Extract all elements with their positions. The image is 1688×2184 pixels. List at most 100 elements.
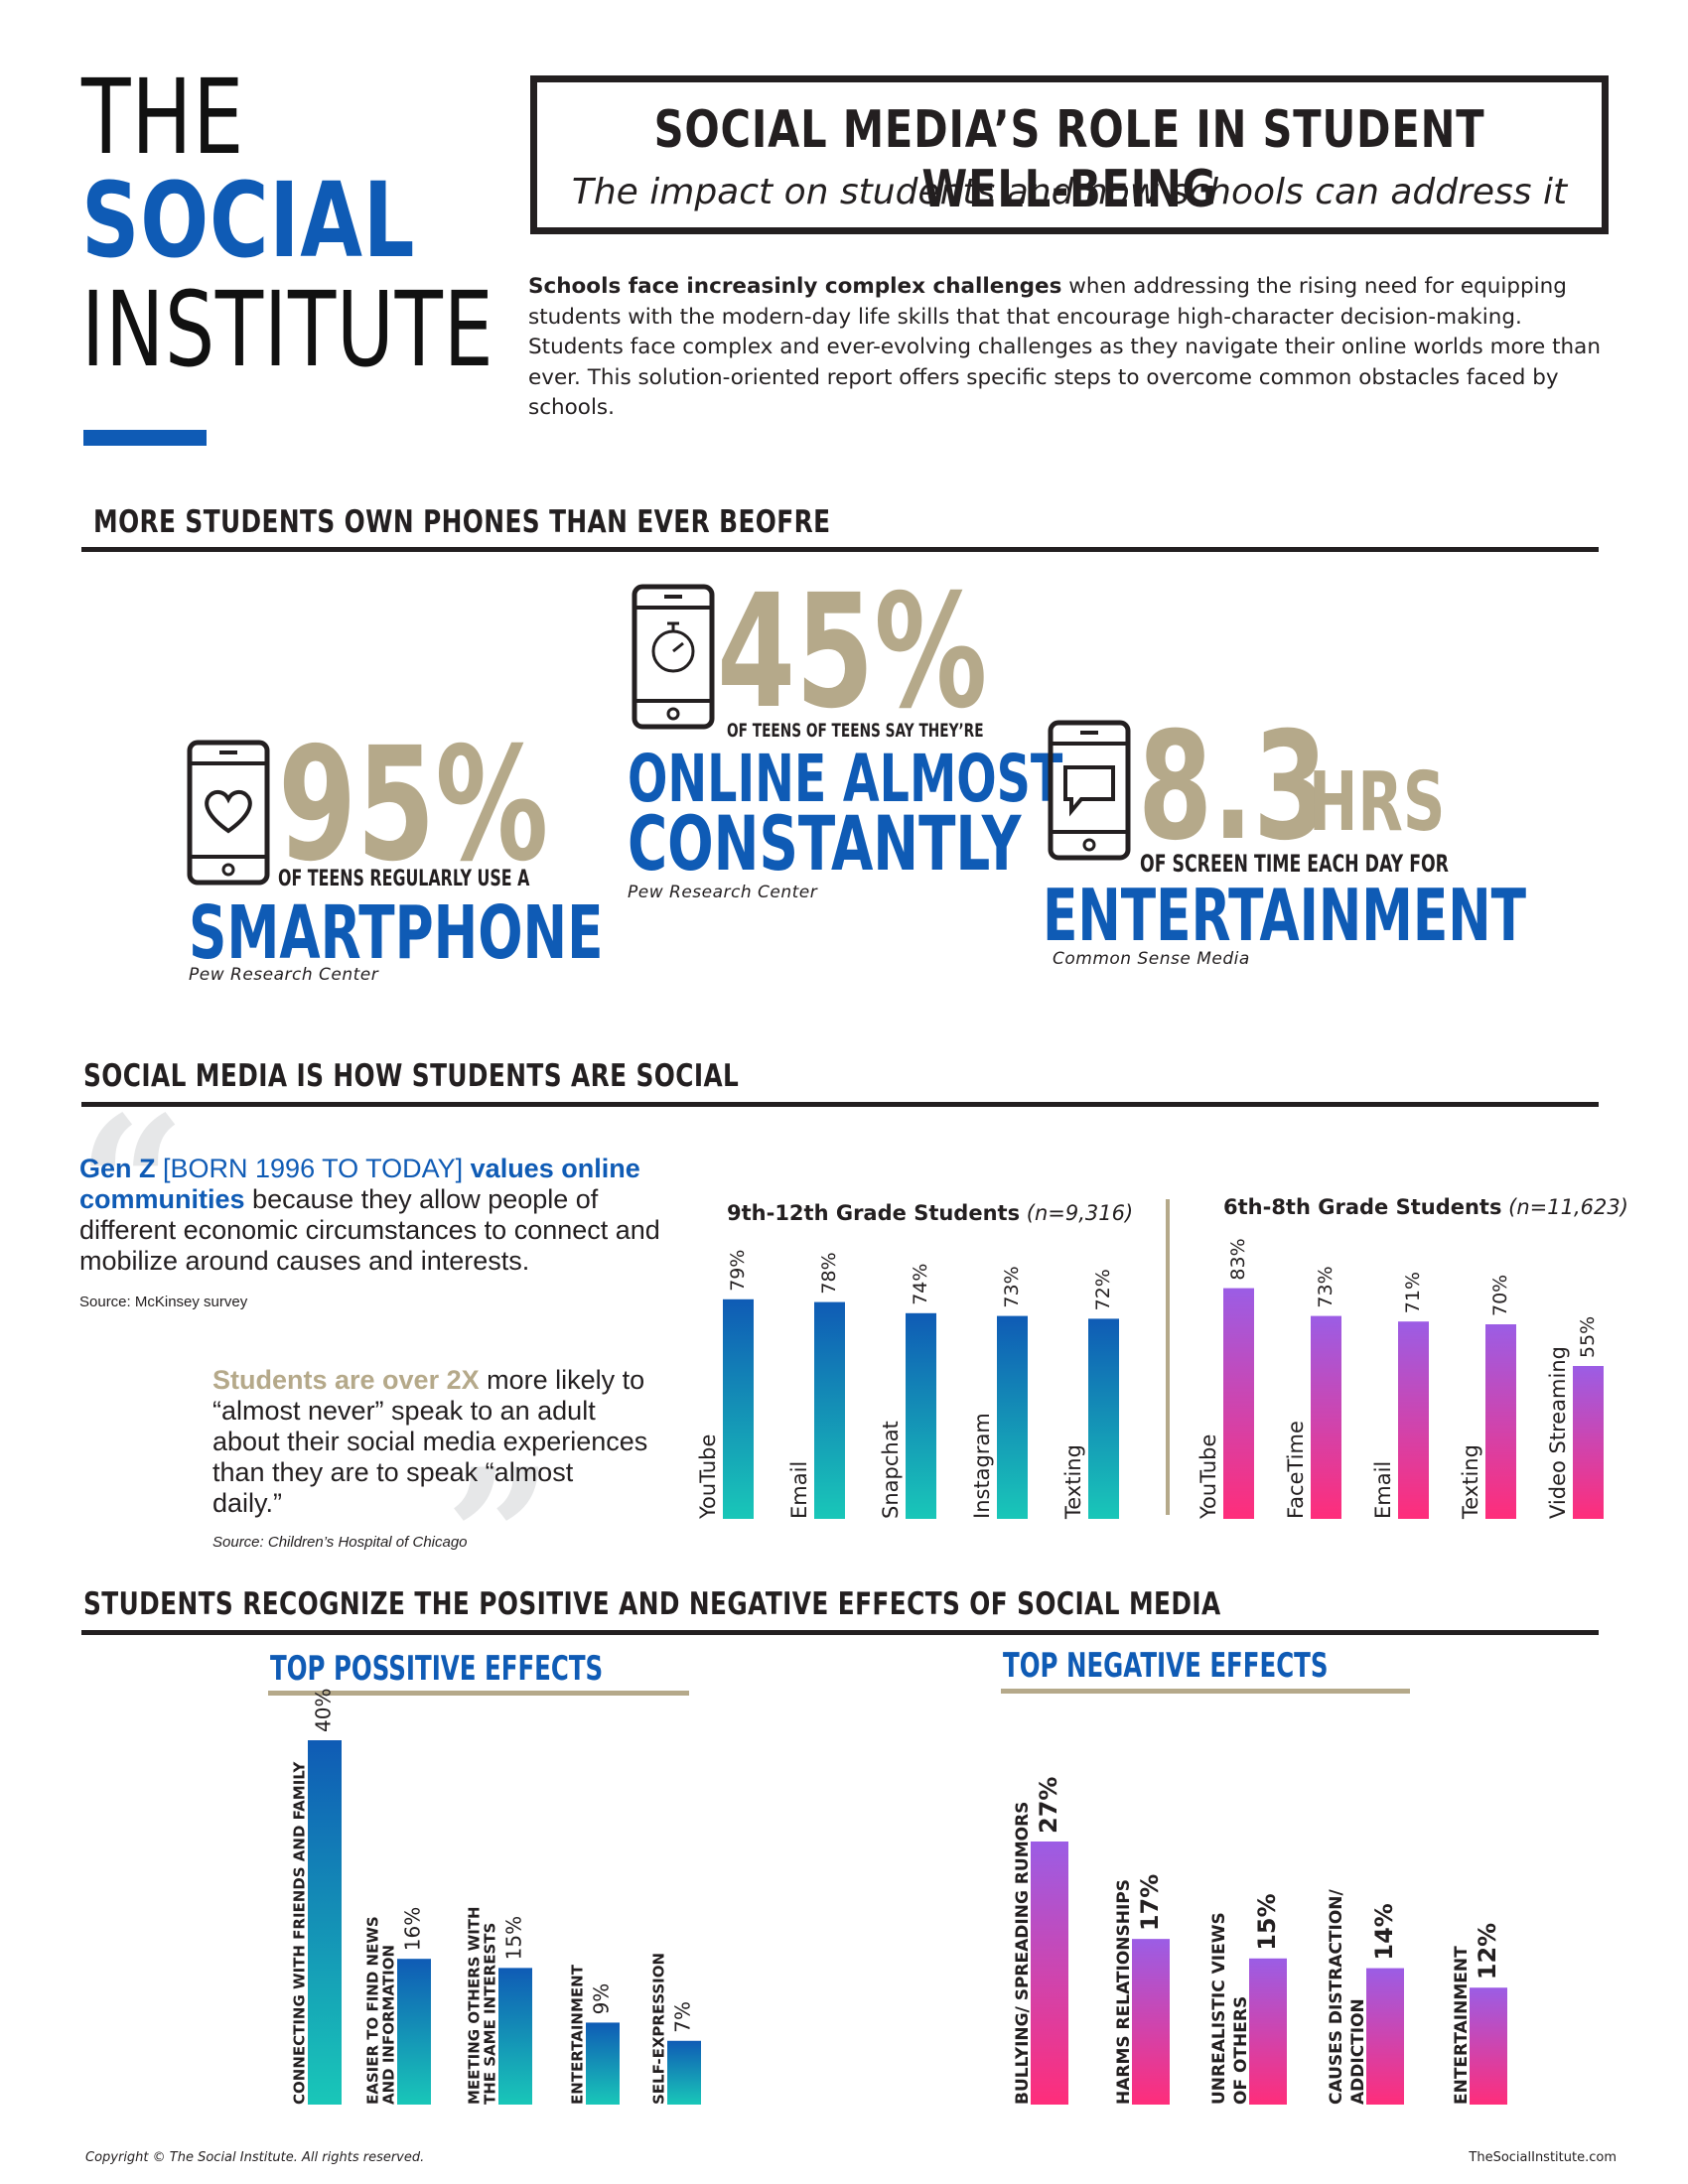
bar-texting [1088,1318,1119,1519]
positive-effects-title: TOP POSSITIVE EFFECTS [270,1649,604,1689]
quote1-bold1: Gen Z [79,1154,156,1183]
logo-institute: INSTITUTE [81,269,494,390]
effect-value-label: 40% [312,1689,336,1732]
negative-title-rule [1001,1689,1410,1694]
category-label: Texting [1459,1444,1482,1520]
phone-heart-icon [187,740,270,886]
effect-bar [1249,1958,1287,2105]
effect-value-label: 14% [1370,1903,1398,1960]
section1-title: MORE STUDENTS OWN PHONES THAN EVER BEOFR… [93,504,831,540]
chart1-title: 9th-12th Grade Students (n=9,316) [727,1201,1134,1225]
effect-value-label: 16% [401,1907,425,1951]
stat2-caption: OF TEENS OF TEENS SAY THEY’RE [727,720,984,742]
quote2-source: Source: Children’s Hospital of Chicago [212,1534,468,1551]
value-label: 78% [818,1252,840,1294]
logo-underline [83,430,207,446]
bar-youtube [723,1298,754,1519]
value-label: 74% [910,1264,931,1305]
value-label: 72% [1092,1269,1114,1310]
section3-title: STUDENTS RECOGNIZE THE POSITIVE AND NEGA… [83,1586,1221,1622]
value-label: 83% [1227,1238,1249,1280]
effect-bar [498,1968,532,2105]
effect-bar [1132,1939,1170,2105]
bar-texting [1485,1324,1516,1519]
category-label: YouTube [696,1434,720,1520]
section2-rule [81,1102,1599,1107]
stat1-highlight: SMARTPHONE [189,890,604,976]
effect-bar [586,2022,620,2105]
quote1-text: because they allow people of different e… [79,1184,660,1276]
effect-category-label: SELF-EXPRESSION [650,1953,668,2105]
chart-negative-effects: 27%BULLYING/ SPREADING RUMORS 17%HARMS RE… [1013,1777,1507,2105]
stat1-caption: OF TEENS REGULARLY USE A [278,867,530,891]
effect-category-label: ENTERTAINMENT [1452,1946,1472,2105]
page-title: SOCIAL MEDIA’S ROLE IN STUDENT WELL-BEIN… [653,100,1485,219]
quote2-text: more likely to “almost never” speak to a… [212,1365,648,1518]
stat1-value: 95% [278,714,549,896]
category-label: FaceTime [1284,1421,1308,1519]
quote1-source: Source: McKinsey survey [79,1294,248,1310]
effect-category-label: HARMS RELATIONSHIPS [1114,1879,1134,2105]
effect-category-label: EASIER TO FIND NEWS [364,1916,382,2105]
section1-rule [81,547,1599,552]
value-label: 73% [1001,1266,1023,1307]
bar-youtube [1223,1288,1254,1519]
category-label: YouTube [1196,1434,1220,1520]
open-quote-mark: “ [77,1075,187,1297]
bar-email [814,1301,845,1519]
stat2-highlight-2: CONSTANTLY [628,799,1022,887]
quote-genz: Gen Z [BORN 1996 TO TODAY] values online… [79,1154,675,1317]
chart-6th-8th: 83% YouTube 73% FaceTime 71% Email 70% Texting 5… [1196,1238,1604,1520]
footer-copyright: Copyright © The Social Institute. All ri… [85,2150,425,2165]
effect-value-label: 15% [502,1916,526,1960]
effect-category-label: MEETING OTHERS WITH [466,1906,484,2105]
effect-category-label: CONNECTING WITH FRIENDS AND FAMILY [291,1760,309,2105]
intro-text: when addressing the rising need for equi… [528,274,1601,420]
effect-category-label: CAUSES DISTRACTION/ [1327,1888,1346,2105]
effect-category-label: BULLYING/ SPREADING RUMORS [1013,1802,1033,2105]
effect-bar [1366,1968,1404,2105]
intro-bold: Schools face increasinly complex challen… [528,274,1062,299]
phone-chat-icon [1048,720,1131,861]
chart-divider [1166,1199,1170,1515]
chart-positive-effects: 40% CONNECTING WITH FRIENDS AND FAMILY 16%… [291,1689,701,2105]
effect-value-label: 27% [1035,1777,1062,1834]
page-subtitle: The impact on students and how schools c… [571,172,1568,212]
effect-value-label: 12% [1474,1923,1501,1979]
effect-bar [667,2040,701,2105]
stat2-value: 45% [717,561,988,744]
intro-paragraph: Schools face increasinly complex challen… [528,272,1601,424]
stat3-highlight: ENTERTAINMENT [1043,874,1527,957]
effect-category-label: UNREALISTIC VIEWS [1209,1912,1229,2105]
positive-title-rule [268,1691,689,1696]
quote1-bracket: [BORN 1996 TO TODAY] [155,1154,471,1183]
category-label: Texting [1061,1444,1085,1520]
quote-students: Students are over 2X more likely to “alm… [212,1365,649,1558]
value-label: 79% [727,1250,749,1292]
category-label: Snapchat [879,1421,903,1519]
effect-value-label: 15% [1253,1893,1281,1950]
value-label: 71% [1402,1272,1424,1313]
effect-bar [1031,1842,1068,2105]
title-box: SOCIAL MEDIA’S ROLE IN STUDENT WELL-BEIN… [530,75,1609,234]
value-label: 73% [1315,1266,1336,1307]
effect-bar [1470,1987,1507,2105]
stat2-highlight-1: ONLINE ALMOST [628,741,1063,817]
effect-bar [308,1740,342,2105]
logo-the: THE [81,57,245,178]
footer-site: TheSocialInstitute.com [1469,2150,1617,2165]
stat3-unit: HRS [1309,755,1446,850]
effect-value-label: 17% [1136,1874,1164,1931]
effect-value-label: 9% [590,1983,614,2015]
phone-stopwatch-icon [632,584,715,730]
chart-9th-12th: 79% YouTube 78% Email 74% Snapchat 73% Instagra… [696,1250,1119,1520]
effect-category-label: ENTERTAINMENT [569,1964,587,2105]
category-label: Email [1371,1461,1395,1519]
bar-facetime [1311,1315,1341,1519]
effect-category-label: AND INFORMATION [380,1945,398,2105]
bar-video-streaming [1573,1366,1604,1519]
stat2-source: Pew Research Center [628,883,818,902]
category-label: Video Streaming [1546,1346,1570,1519]
close-quote-mark: ” [445,1428,554,1649]
section2-title: SOCIAL MEDIA IS HOW STUDENTS ARE SOCIAL [83,1058,740,1094]
